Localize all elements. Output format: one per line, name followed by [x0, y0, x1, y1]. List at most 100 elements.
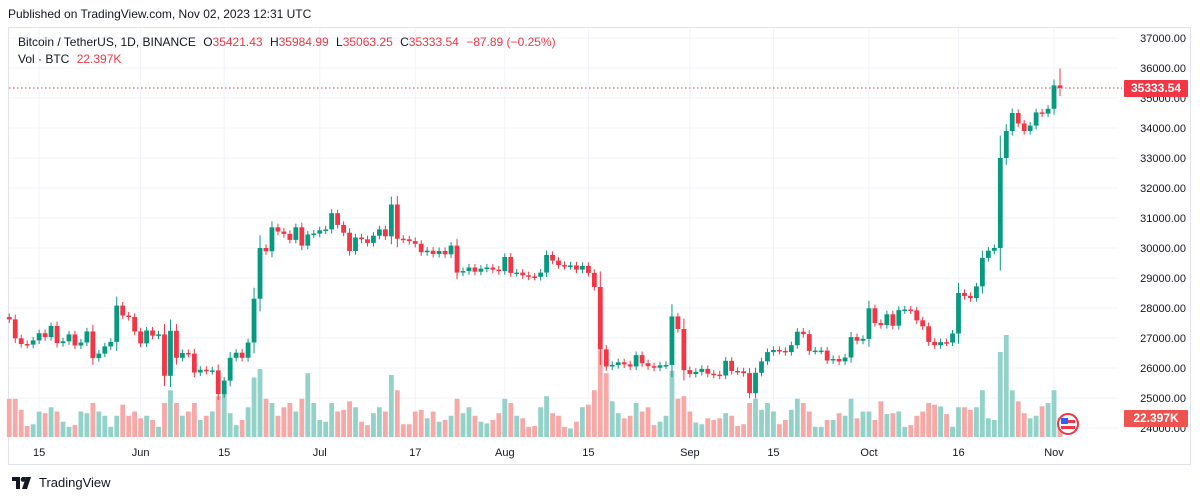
volume-bar [251, 377, 257, 437]
candle-body [985, 250, 991, 258]
time-tick-label: Aug [495, 447, 515, 459]
volume-bar [836, 413, 842, 437]
volume-bar [388, 374, 394, 437]
candle-body [890, 314, 896, 326]
candle-body [747, 373, 752, 394]
volume-bar [257, 369, 263, 437]
volume-bar [633, 403, 639, 437]
volume-bar [263, 398, 269, 437]
candle-body [962, 293, 967, 296]
candle-body [430, 250, 436, 254]
candle-body [968, 296, 973, 299]
candle-body [132, 317, 138, 332]
volume-bar [54, 411, 60, 437]
volume-bar [490, 420, 496, 437]
change-value: −87.89 (−0.25%) [466, 35, 556, 49]
candle-body [227, 357, 233, 381]
volume-bar [335, 411, 341, 437]
candle-body [550, 254, 555, 261]
candle-body [233, 352, 239, 358]
volume-bar [651, 425, 657, 437]
volume-label[interactable]: Vol · BTC [18, 52, 70, 66]
candle-body [687, 370, 693, 374]
candle-body [932, 341, 938, 346]
candle-body [1003, 131, 1009, 158]
candle-body [460, 271, 466, 273]
price-markers: 35333.54 22.397K [9, 79, 1188, 435]
volume-bar [323, 421, 329, 437]
volume-bar [418, 409, 424, 437]
candle-body [532, 276, 538, 278]
candle-body [365, 239, 370, 243]
candle-body [1051, 85, 1057, 109]
volume-bar [245, 407, 251, 437]
volume-bar [168, 390, 173, 437]
candle-body [794, 331, 800, 346]
candle-body [866, 308, 872, 339]
candle-body [603, 349, 609, 367]
candle-body [597, 287, 603, 350]
volume-bar [102, 415, 108, 437]
price-tick-label: 32000.00 [1140, 183, 1186, 195]
candle-body [902, 309, 908, 311]
volume-bar [753, 398, 758, 437]
candle-body [388, 204, 394, 237]
volume-bar [311, 403, 317, 437]
candle-body [371, 235, 376, 243]
time-tick-label: Oct [860, 447, 877, 459]
candle-body [484, 267, 490, 269]
candle-body [788, 345, 794, 353]
volume-bar [514, 415, 520, 437]
volume-bar [997, 352, 1003, 437]
volume-bar [90, 403, 96, 437]
volume-bar [269, 403, 275, 437]
candle-body [765, 352, 770, 362]
candle-body [144, 330, 149, 344]
volume-bar [520, 418, 526, 437]
volume-bar [317, 420, 323, 437]
volume-bar [1027, 418, 1033, 437]
volume-bar [1021, 413, 1027, 437]
time-tick-label: 15 [218, 447, 230, 459]
price-tick-label: 33000.00 [1140, 153, 1186, 165]
candle-body [950, 333, 955, 343]
candle-body [568, 265, 573, 267]
candle-body [842, 357, 848, 362]
candle-body [836, 359, 842, 362]
candle-body [699, 368, 705, 372]
candle-body [377, 229, 382, 236]
volume-bar [902, 426, 908, 437]
candle-body [818, 350, 824, 353]
candle-body [735, 371, 741, 373]
candle-body [580, 266, 585, 270]
candle-body [287, 233, 293, 240]
volume-bar [138, 418, 144, 437]
us-flag-event-icon[interactable] [1057, 413, 1079, 435]
volume-bar [735, 425, 741, 437]
volume-bar [842, 415, 848, 437]
volume-bar [830, 420, 836, 437]
volume-bar [914, 415, 920, 437]
candle-body [938, 342, 943, 346]
close-value: 35333.54 [408, 35, 459, 49]
candle-body [854, 337, 860, 341]
candle-body [311, 233, 317, 236]
candle-body [48, 326, 54, 338]
volume-bar [974, 407, 979, 437]
volume-bar [866, 411, 872, 437]
candle-body [36, 333, 42, 341]
volume-bar [371, 413, 376, 437]
symbol-title[interactable]: Bitcoin / TetherUS, 1D, BINANCE [18, 35, 196, 49]
volume-bar [818, 426, 824, 437]
candle-body [108, 341, 114, 347]
candle-body [6, 317, 12, 320]
candle-body [72, 334, 78, 346]
candle-body [496, 269, 502, 272]
candle-body [627, 364, 633, 367]
tradingview-logo[interactable]: TradingView [12, 475, 111, 490]
candle-body [454, 245, 460, 273]
candle-body [221, 380, 227, 395]
volume-bar [765, 403, 770, 437]
volume-bar [956, 407, 961, 437]
